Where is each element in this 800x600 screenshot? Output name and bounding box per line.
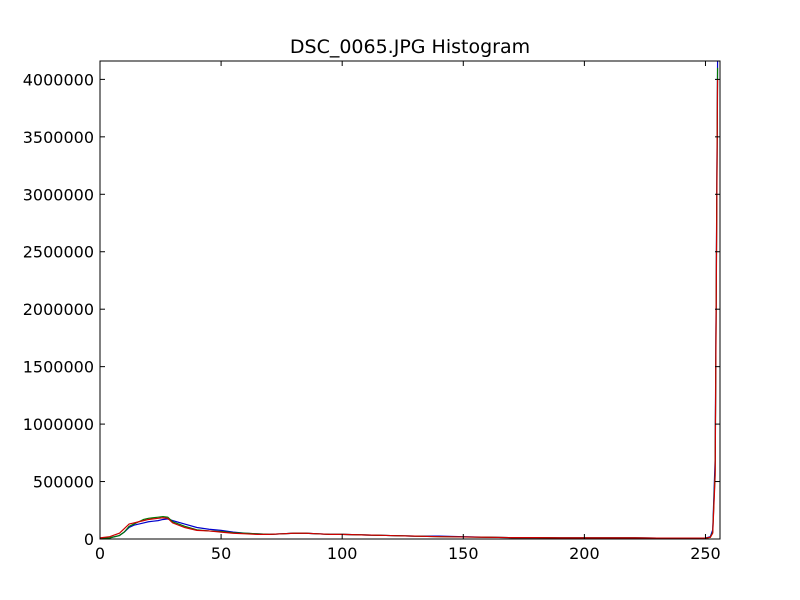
y-tick-label: 500000 [33,473,94,492]
series-line-1 [99,67,719,540]
series-line-0 [99,60,719,540]
x-tick-label: 250 [690,544,721,563]
series-layer [99,60,719,540]
y-tick-label: 4000000 [23,70,94,89]
y-tick-label: 2000000 [23,300,94,319]
x-tick-label: 50 [211,544,231,563]
y-tick-label: 3000000 [23,185,94,204]
y-tick-label: 1000000 [23,415,94,434]
x-tick-label: 200 [569,544,600,563]
x-tick-label: 100 [327,544,358,563]
y-tick-label: 1500000 [23,358,94,377]
x-tick-label: 150 [448,544,479,563]
ticks-layer: 0 50 100 150 200 250 0 500000 1000000 1500000 2000… [23,61,721,563]
y-tick-label: 3500000 [23,128,94,147]
y-tick-label: 0 [84,530,94,549]
x-tick-label: 0 [95,544,105,563]
plot-frame [99,60,721,540]
chart-title: DSC_0065.JPG Histogram [290,36,530,58]
y-tick-label: 2500000 [23,243,94,262]
series-line-2 [99,79,719,539]
